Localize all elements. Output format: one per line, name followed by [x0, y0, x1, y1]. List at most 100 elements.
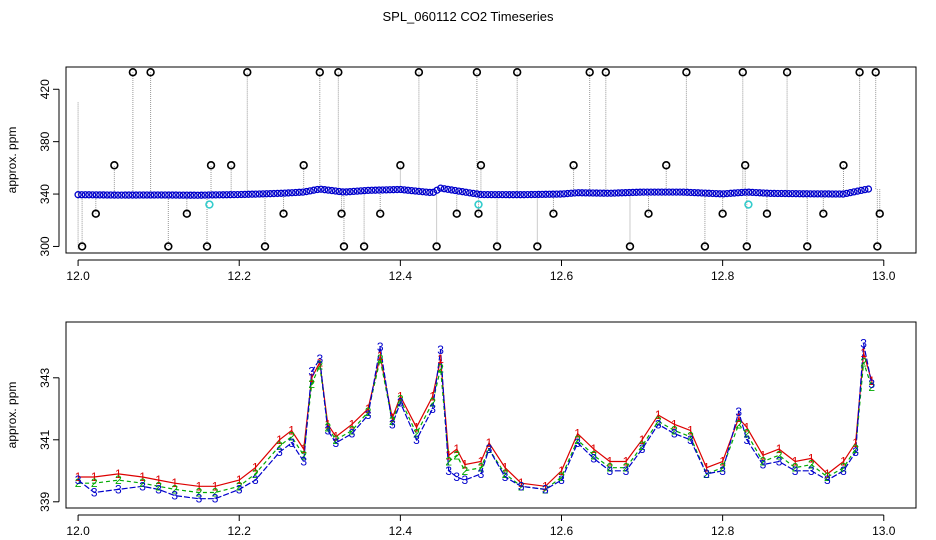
baseline-point: [212, 191, 220, 199]
baseline-point: [422, 188, 430, 196]
outlier-point: [77, 242, 87, 251]
series-1-marker: 1: [478, 455, 485, 469]
baseline-point: [110, 191, 118, 199]
outlier-point: [855, 68, 864, 77]
flagged-point: [744, 200, 753, 209]
baseline-point: [647, 188, 655, 196]
baseline-point: [734, 189, 742, 197]
baseline-point: [839, 190, 847, 198]
baseline-point: [857, 186, 865, 195]
series-3-marker: 3: [377, 340, 384, 354]
series-3-marker: 3: [212, 492, 219, 506]
baseline-point: [426, 188, 434, 197]
flagged-point: [205, 200, 214, 209]
series-3-marker: 3: [518, 479, 525, 493]
baseline-point: [799, 190, 807, 198]
series-1-marker: 1: [437, 352, 444, 366]
series-1-marker: 1: [288, 424, 295, 438]
series-3-marker: 3: [735, 405, 742, 419]
y-axis-label: approx. ppm: [5, 127, 19, 194]
baseline-point: [545, 190, 554, 198]
series-1-marker: 1: [349, 417, 356, 431]
baseline-point: [814, 190, 822, 198]
baseline-point: [571, 189, 579, 197]
series-3-marker: 3: [429, 402, 436, 416]
outlier-point: [601, 68, 611, 77]
baseline-point: [462, 188, 470, 196]
series-3-marker: 3: [308, 365, 315, 379]
series-3-marker: 3: [316, 352, 323, 366]
series-3-marker: 3: [276, 445, 283, 459]
baseline-point: [328, 186, 336, 195]
outlier-point: [803, 242, 812, 251]
outlier-point: [359, 242, 369, 251]
outlier-point: [279, 209, 288, 218]
series-1-marker: 1: [139, 470, 146, 484]
series-3-marker: 3: [590, 451, 597, 465]
baseline-point: [487, 190, 496, 199]
series-1-marker: 1: [91, 470, 98, 484]
baseline-point: [125, 191, 133, 199]
series-line-3: [77, 343, 873, 500]
x-tick-label: 12.8: [711, 524, 735, 538]
baseline-point: [484, 190, 492, 199]
baseline-point: [306, 187, 314, 195]
baseline-point: [378, 186, 387, 194]
series-3-marker: 3: [486, 442, 493, 456]
baseline-point: [774, 189, 782, 198]
outlier-point: [875, 209, 884, 218]
series-3-marker: 3: [639, 442, 646, 456]
baseline-point: [574, 189, 583, 197]
series-1-marker: 1: [333, 430, 340, 444]
series-3-marker: 3: [365, 408, 372, 422]
baseline-point: [712, 189, 720, 198]
series-1-marker: 1: [236, 473, 243, 487]
baseline-point: [821, 190, 829, 198]
baseline-point: [629, 188, 637, 197]
series-3-marker: 3: [75, 473, 82, 487]
series-1-marker: 1: [687, 424, 694, 438]
baseline-point: [143, 191, 151, 199]
x-tick-label: 12.4: [389, 524, 413, 538]
baseline-point: [270, 189, 278, 198]
baseline-point: [792, 190, 800, 198]
outlier-point: [476, 161, 486, 170]
baseline-point: [737, 188, 746, 197]
series-2-marker: 2: [639, 439, 646, 453]
outlier-point: [782, 68, 792, 77]
baseline-point: [727, 189, 735, 197]
series-2-marker: 2: [776, 448, 783, 462]
baseline-point: [705, 189, 713, 197]
baseline-point: [436, 184, 445, 192]
y-axis: 300 340 380 420: [38, 79, 60, 256]
baseline-point: [665, 188, 673, 196]
baseline-point: [828, 190, 836, 198]
series-2-marker: 2: [542, 482, 549, 496]
baseline-point: [832, 190, 840, 198]
series-3-marker: 3: [860, 337, 867, 351]
baseline-point: [643, 188, 651, 196]
baseline-point: [179, 191, 187, 199]
baseline-point: [861, 186, 869, 194]
y-tick-label: 343: [38, 367, 52, 387]
series-1-marker: 1: [308, 371, 315, 385]
baseline-point: [672, 188, 680, 196]
series-3-marker: 3: [300, 455, 307, 469]
series-2-marker: 2: [115, 473, 122, 487]
baseline-point: [165, 191, 173, 199]
outlier-point: [873, 242, 882, 251]
series-3-marker: 3: [437, 343, 444, 357]
baseline-point: [520, 191, 528, 199]
baseline-point: [607, 189, 615, 197]
baseline-point: [117, 191, 126, 199]
series-2-marker: 2: [437, 362, 444, 376]
flagged-points: [205, 200, 753, 209]
baseline-point: [661, 188, 670, 196]
x-tick-label: 13.0: [872, 269, 896, 283]
outlier-point: [452, 209, 461, 218]
baseline-point: [197, 191, 206, 199]
baseline-point: [310, 186, 318, 194]
outlier-point: [533, 242, 542, 251]
outlier-point: [569, 161, 578, 170]
